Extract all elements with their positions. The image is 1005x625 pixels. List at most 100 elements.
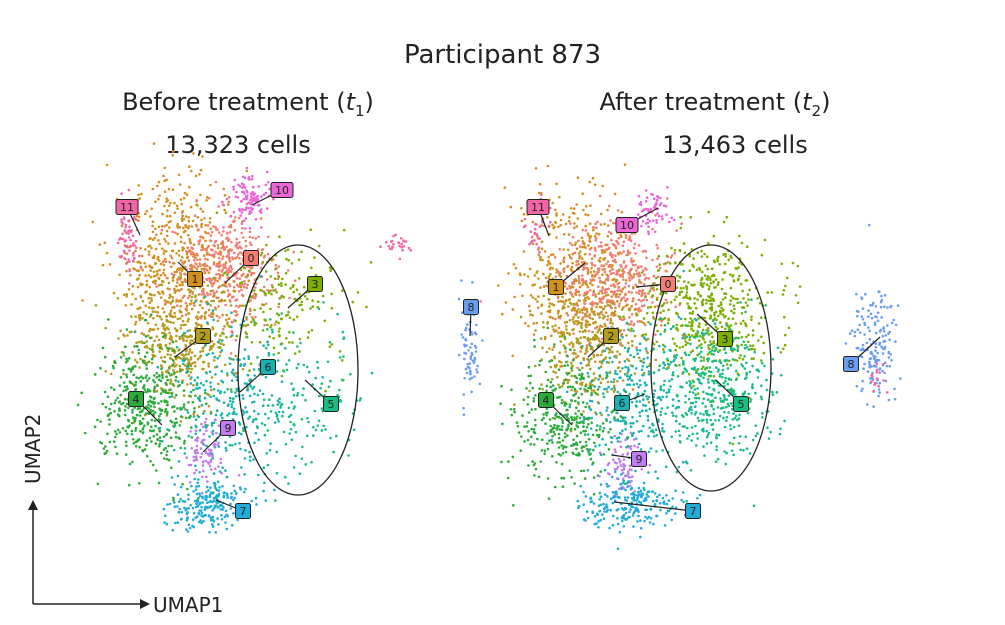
panel-title-after-text: After treatment ( (599, 88, 803, 116)
cell-point (292, 394, 296, 397)
cell-point (181, 483, 184, 486)
cell-point (233, 310, 236, 313)
cell-point (692, 329, 695, 333)
cell-point (652, 382, 656, 385)
cell-point (194, 394, 197, 398)
cell-point (125, 328, 129, 331)
cell-point (239, 363, 243, 366)
cell-point (158, 426, 162, 430)
cell-point (143, 424, 146, 428)
cell-point (234, 371, 237, 375)
cell-point (175, 345, 179, 349)
cell-point (266, 252, 270, 256)
cell-point (228, 231, 232, 234)
cell-point (185, 304, 189, 308)
cell-point (727, 394, 731, 397)
cell-point (195, 267, 199, 271)
cell-point (191, 219, 195, 223)
cell-point (678, 422, 681, 426)
cell-point (268, 289, 271, 293)
cell-point (656, 257, 659, 261)
cell-point (548, 310, 552, 314)
cell-point (740, 363, 743, 366)
cell-point (567, 298, 571, 302)
cell-point (640, 429, 643, 433)
cell-point (108, 418, 111, 421)
cell-point (168, 260, 171, 264)
cell-point (217, 523, 220, 526)
cell-point (209, 234, 213, 237)
cell-point (538, 237, 541, 240)
cell-point (246, 201, 250, 205)
cell-point (209, 412, 213, 415)
cell-point (682, 286, 685, 290)
cell-point (262, 466, 266, 470)
cell-point (196, 258, 199, 262)
cell-point (180, 217, 184, 220)
cell-point (462, 406, 465, 410)
cell-point (652, 348, 656, 351)
cell-point (131, 411, 134, 414)
cell-point (615, 239, 618, 243)
cell-point (141, 428, 145, 431)
cell-point (551, 316, 555, 320)
cell-point (147, 403, 150, 407)
cell-point (157, 401, 160, 405)
cell-point (230, 495, 233, 499)
cell-point (682, 242, 686, 245)
cell-point (176, 493, 180, 496)
cell-point (558, 247, 562, 251)
cell-point (323, 319, 327, 323)
cell-point (210, 430, 214, 434)
cell-point (739, 448, 742, 452)
cell-point (190, 169, 193, 173)
cell-point (547, 224, 551, 228)
cell-point (644, 295, 647, 299)
cell-point (710, 274, 714, 278)
cell-point (665, 254, 669, 258)
cell-point (166, 353, 169, 356)
cell-point (179, 420, 183, 423)
cell-point (645, 268, 648, 271)
cell-point (523, 217, 527, 221)
cell-point (699, 294, 702, 298)
cell-point (570, 293, 574, 296)
cell-point (100, 441, 103, 445)
cell-point (671, 398, 675, 401)
cell-point (193, 499, 197, 503)
cell-point (752, 504, 756, 508)
cell-point (763, 238, 767, 242)
cell-point (673, 249, 677, 252)
cell-point (575, 247, 579, 250)
cell-point (562, 300, 565, 303)
cell-point (729, 402, 733, 405)
cell-point (645, 298, 649, 302)
cell-point (285, 363, 288, 366)
cell-point (157, 481, 161, 485)
cell-point (311, 383, 314, 386)
cell-point (266, 180, 270, 184)
cell-point (463, 351, 466, 355)
cell-point (176, 407, 179, 410)
cell-point (681, 460, 685, 464)
cell-point (259, 266, 263, 270)
cell-point (621, 287, 625, 291)
cell-point (671, 337, 675, 341)
cell-point (390, 240, 393, 243)
cell-point (177, 249, 181, 253)
cell-point (276, 277, 280, 281)
cell-point (141, 299, 145, 303)
cell-point (520, 219, 524, 223)
cell-point (239, 447, 242, 451)
cell-point (169, 334, 172, 338)
cell-point (222, 187, 226, 191)
cell-point (548, 206, 552, 210)
cell-point (204, 498, 207, 501)
cell-point (729, 254, 733, 258)
cell-point (272, 346, 276, 350)
cell-point (686, 341, 689, 345)
cell-point (309, 228, 313, 231)
cell-point (113, 360, 116, 363)
cell-point (318, 394, 321, 398)
cell-point (219, 251, 223, 254)
